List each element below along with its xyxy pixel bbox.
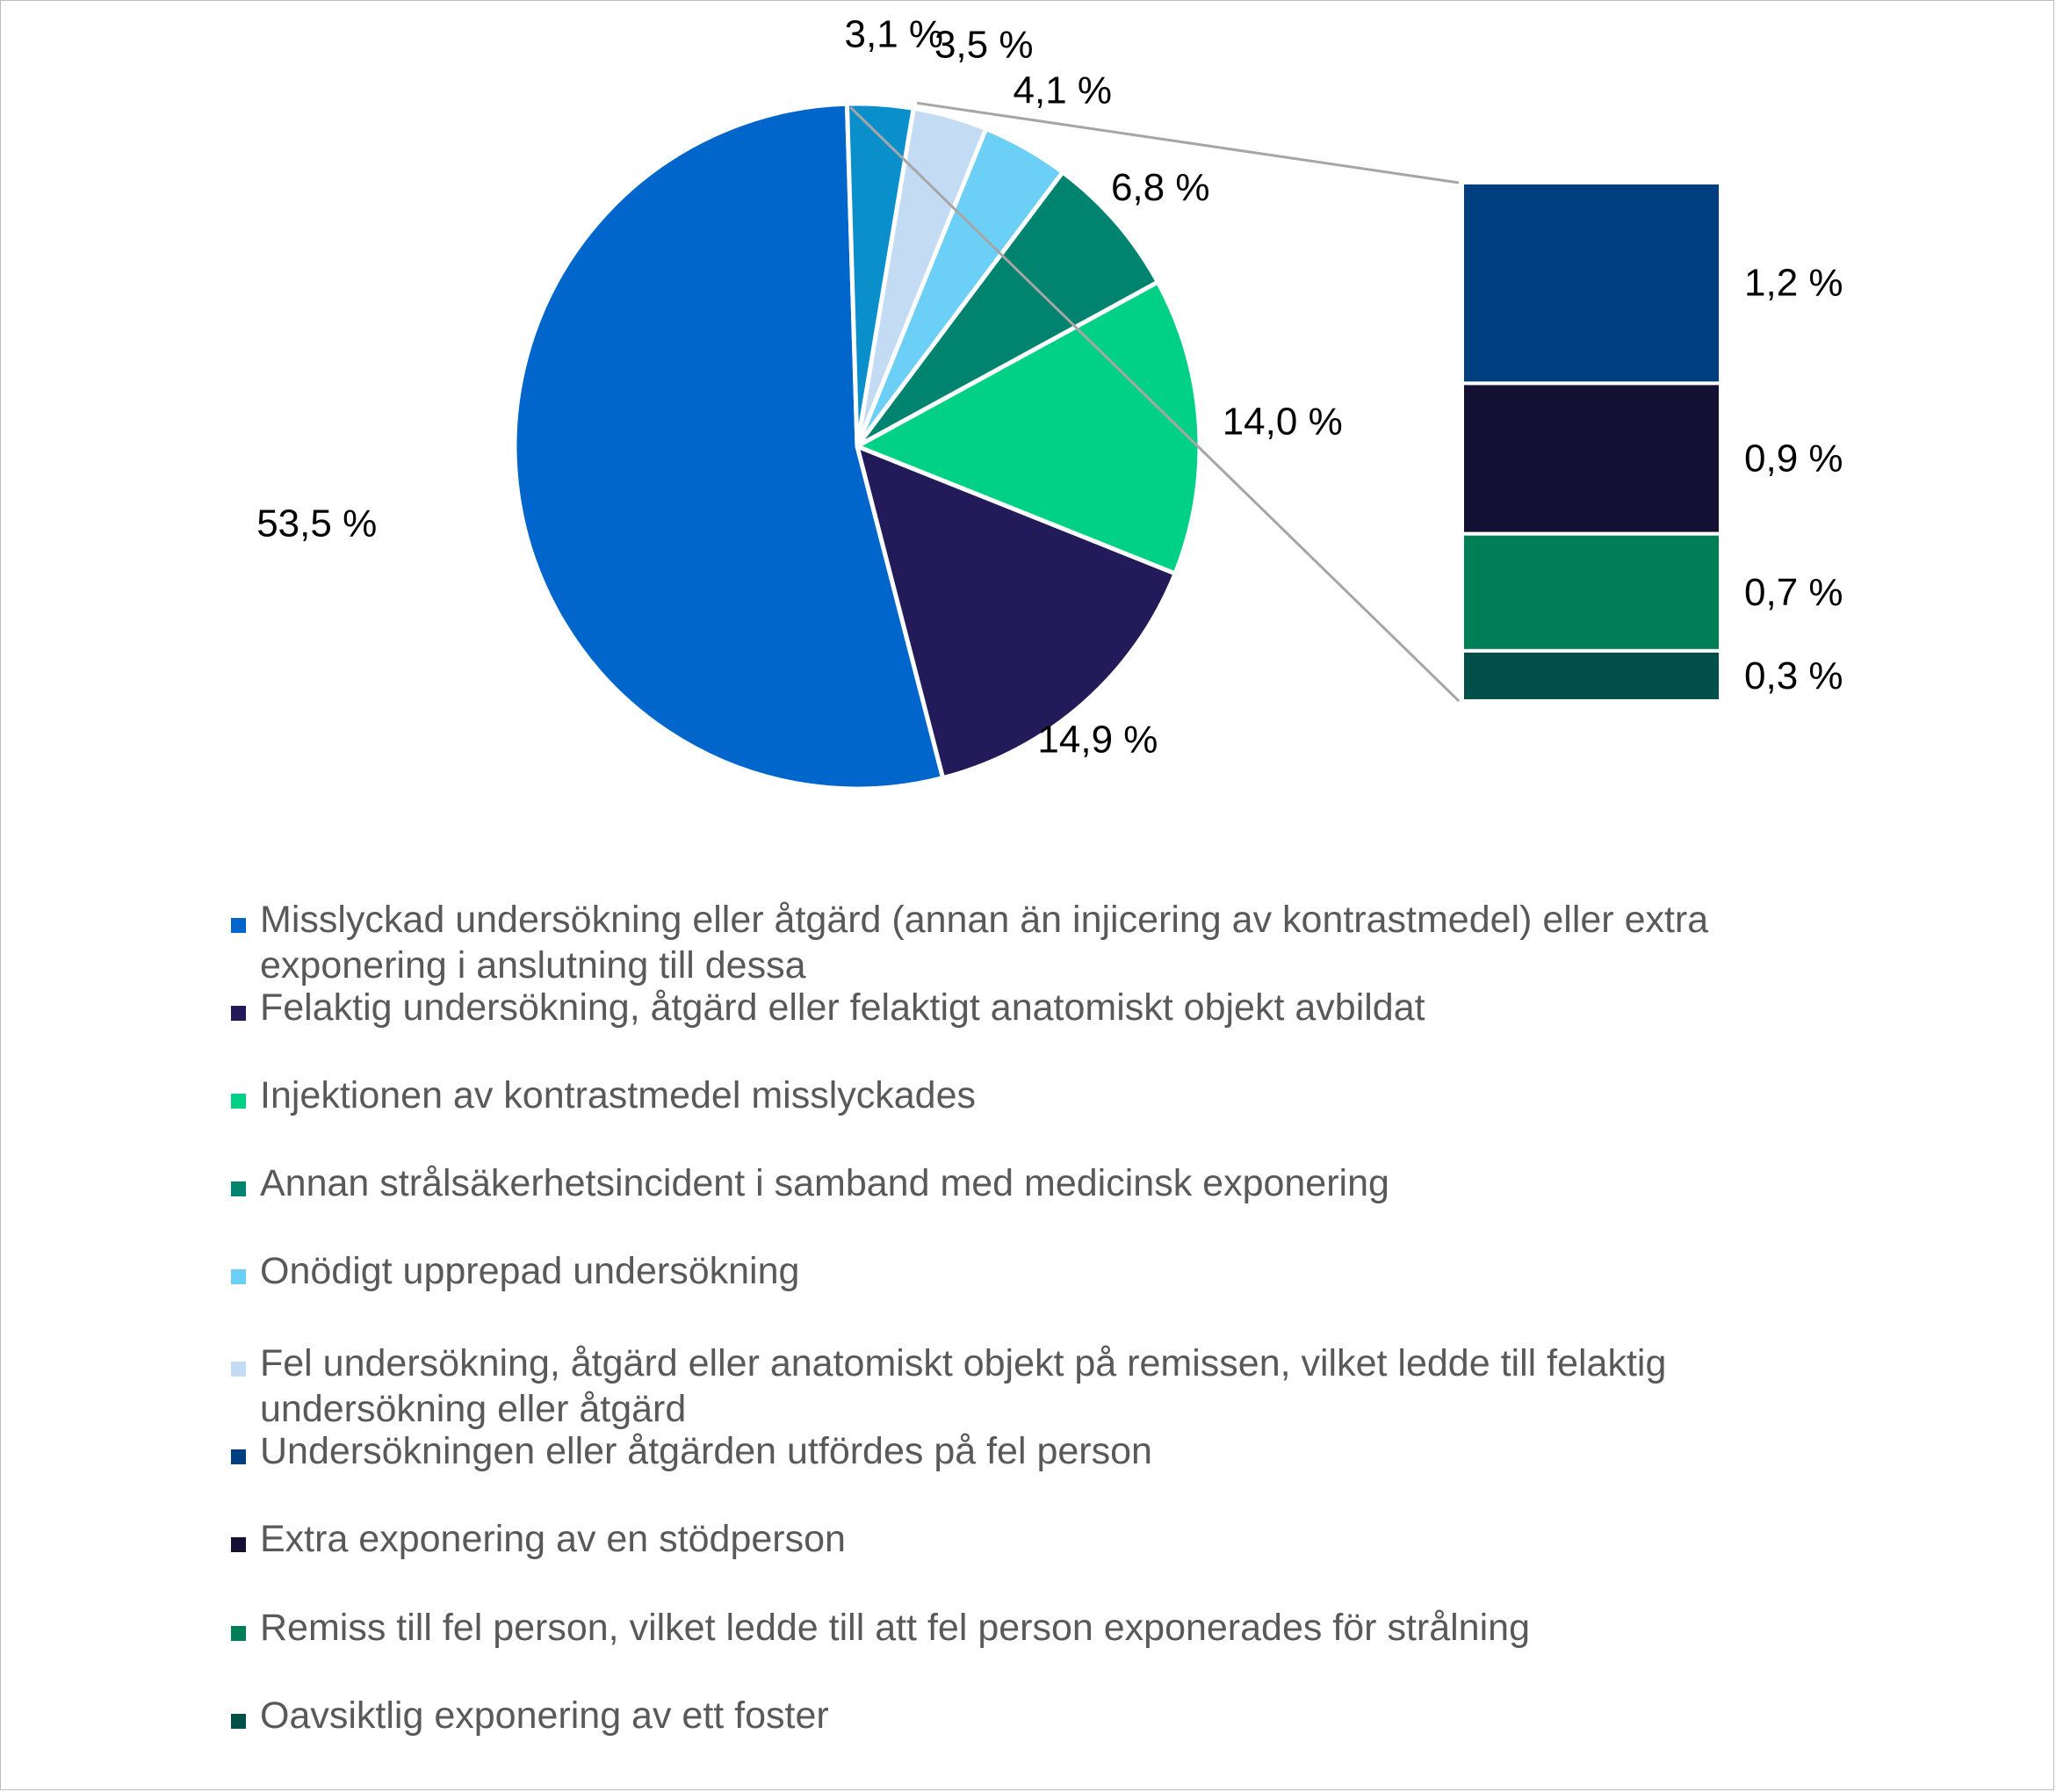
legend-label: Fel undersökning, åtgärd eller anatomisk… [260, 1342, 1667, 1430]
pie-data-label: 14,9 % [1037, 719, 1158, 762]
bar-of-pie-chart: 53,5 % 14,9 % 14,0 % 6,8 % 4,1 %3,5 %3,1 % 1,… [256, 13, 1843, 791]
bar-data-label: 1,2 % [1744, 262, 1843, 305]
pie-slices [512, 101, 1202, 791]
pie-data-label: 3,1 % [845, 13, 944, 56]
data-labels: 53,5 % 14,9 % 14,0 % 6,8 % 4,1 %3,5 %3,1 % 1,… [256, 13, 1843, 762]
legend-label: Misslyckad undersökning eller åtgärd (an… [260, 899, 1709, 986]
bar-segment [1461, 531, 1722, 653]
legend-label: Remiss till fel person, vilket ledde til… [260, 1607, 1530, 1649]
bar-segment [1461, 381, 1722, 536]
pie-data-label: 53,5 % [256, 502, 377, 546]
connector-line-top [916, 101, 1460, 184]
bar-data-label: 0,3 % [1744, 654, 1843, 697]
pie-slice [855, 444, 1178, 781]
legend-label: Extra exponering av en stödperson [260, 1518, 846, 1560]
pie-data-label: 4,1 % [1014, 69, 1113, 112]
pie-slice [512, 101, 946, 791]
pie-slice [855, 170, 1160, 449]
bar-data-label: 0,7 % [1744, 571, 1843, 614]
pie-data-label: 6,8 % [1111, 166, 1210, 209]
legend-swatch [231, 1714, 246, 1729]
pie-slice [855, 279, 1202, 576]
legend-label: Oavsiktlig exponering av ett foster [260, 1694, 829, 1737]
legend-label: Annan strålsäkerhetsincident i samband m… [260, 1162, 1389, 1204]
legend-label: Onödigt upprepad undersökning [260, 1250, 800, 1292]
legend-label: Undersökningen eller åtgärden utfördes p… [260, 1430, 1152, 1472]
secondary-bar [1461, 181, 1722, 704]
legend-swatch [231, 1269, 246, 1284]
legend-swatch [231, 1449, 246, 1464]
legend-swatch [231, 1626, 246, 1641]
legend-swatch [231, 1181, 246, 1196]
legend-swatch [231, 1362, 246, 1377]
legend-label: Felaktig undersökning, åtgärd eller fela… [260, 986, 1425, 1029]
legend-swatch [231, 1094, 246, 1109]
pie-data-label: 14,0 % [1223, 401, 1343, 444]
bar-segment [1461, 648, 1722, 704]
legend-swatch [231, 1006, 246, 1021]
legend-label: Injektionen av kontrastmedel misslyckade… [260, 1074, 976, 1116]
bar-data-label: 0,9 % [1744, 437, 1843, 481]
pie-data-label: 3,5 % [934, 23, 1034, 66]
pie-slice [844, 101, 916, 449]
connector-line-bottom [849, 106, 1461, 703]
connector-lines [849, 101, 1461, 703]
legend-swatch [231, 918, 246, 933]
legend-swatch [231, 1537, 246, 1552]
bar-segment [1461, 181, 1722, 386]
